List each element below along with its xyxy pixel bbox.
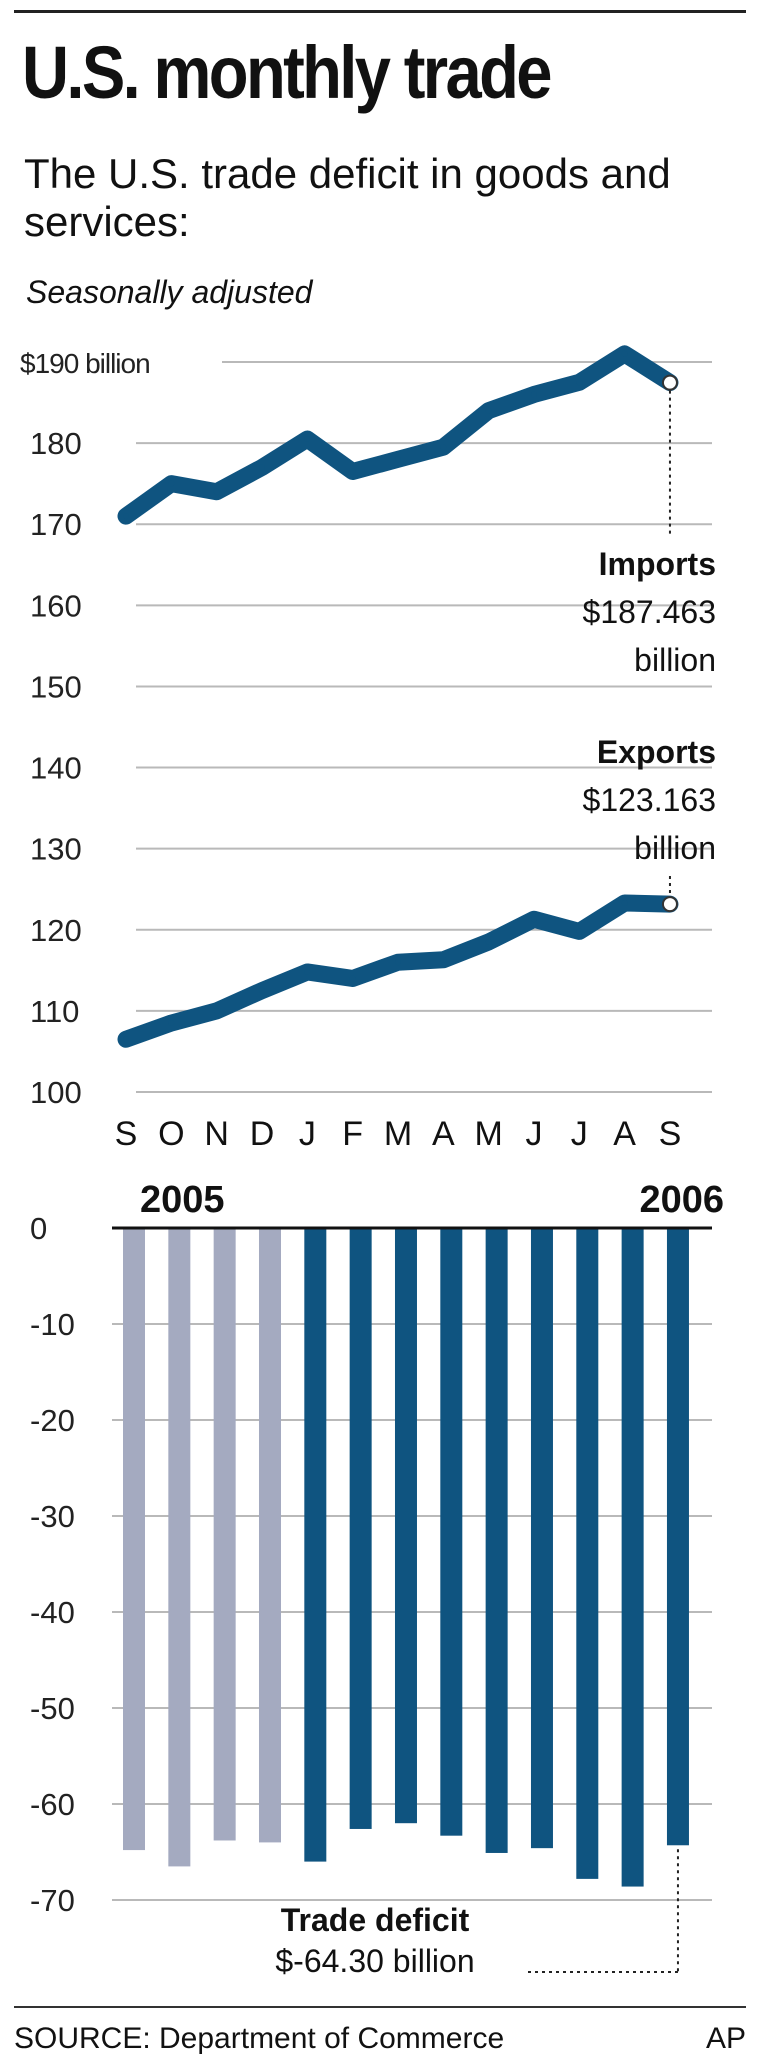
- line-point-exports: [530, 916, 537, 923]
- line-point-imports: [440, 444, 447, 451]
- line-point-imports: [621, 350, 628, 357]
- year-label-2005: 2005: [140, 1179, 225, 1221]
- month-tick-label: J: [299, 1115, 316, 1153]
- line-point-exports: [621, 900, 628, 907]
- deficit-bar: [258, 1228, 281, 1843]
- deficit-bar: [213, 1228, 236, 1841]
- line-point-exports: [123, 1036, 129, 1043]
- month-tick-label: A: [613, 1115, 636, 1153]
- line-point-exports: [394, 959, 401, 966]
- annotation-label: Imports: [599, 546, 716, 582]
- deficit-bar: [530, 1228, 553, 1849]
- deficit-bar: [394, 1228, 417, 1824]
- deficit-bar: [349, 1228, 372, 1829]
- deficit-bar: [123, 1228, 145, 1851]
- annotation-value: $123.163: [583, 782, 716, 818]
- deficit-bar: [576, 1228, 599, 1879]
- line-y-tick-label: 170: [30, 507, 82, 542]
- line-point-imports: [530, 391, 537, 398]
- chart-title: U.S. monthly trade: [22, 31, 552, 114]
- month-tick-label: N: [204, 1115, 229, 1153]
- line-point-imports: [304, 436, 311, 443]
- line-y-tick-label: 130: [30, 832, 82, 867]
- month-tick-label: A: [432, 1115, 455, 1153]
- bar-y-tick-label: -60: [30, 1787, 75, 1822]
- month-tick-label: M: [474, 1115, 502, 1153]
- month-tick-label: J: [525, 1115, 542, 1153]
- line-y-tick-label: 100: [30, 1075, 82, 1110]
- line-y-tick-label: $190 billion: [20, 348, 150, 379]
- line-point-exports: [304, 968, 311, 975]
- deficit-annotation-value: $-64.30 billion: [275, 1943, 474, 1979]
- month-tick-label: M: [384, 1115, 412, 1153]
- line-point-imports: [485, 407, 492, 414]
- line-point-imports: [213, 488, 220, 495]
- month-tick-label: S: [659, 1115, 682, 1153]
- agency-credit: AP: [705, 2022, 746, 2055]
- line-point-exports: [213, 1007, 220, 1014]
- line-y-tick-label: 110: [30, 994, 79, 1029]
- top-rule: [14, 10, 746, 13]
- annotation-value: $187.463: [583, 594, 716, 630]
- month-tick-label: J: [571, 1115, 588, 1153]
- trade-charts: $190 billion 180 170 160 150 140 130 120 110 100 S…: [20, 345, 724, 1979]
- bar-y-tick-label: -10: [30, 1307, 75, 1342]
- line-point-imports: [661, 374, 678, 391]
- month-tick-label: F: [342, 1115, 363, 1153]
- line-point-exports: [440, 956, 447, 963]
- line-point-imports: [394, 456, 401, 463]
- seasonal-note: Seasonally adjusted: [26, 274, 313, 310]
- deficit-bar: [304, 1228, 327, 1862]
- deficit-bar: [440, 1228, 463, 1836]
- deficit-bar: [666, 1228, 689, 1846]
- bar-y-tick-label: 0: [30, 1211, 47, 1246]
- bar-y-tick-label: -30: [30, 1499, 75, 1534]
- deficit-bar: [621, 1228, 644, 1887]
- line-y-tick-label: 160: [30, 588, 82, 623]
- bottom-rule: [14, 2006, 746, 2008]
- line-point-exports: [576, 928, 583, 935]
- bar-y-tick-label: -50: [30, 1691, 75, 1726]
- deficit-bar: [485, 1228, 508, 1853]
- line-point-exports: [485, 938, 492, 945]
- month-tick-label: S: [115, 1115, 138, 1153]
- line-point-imports: [168, 480, 175, 487]
- month-tick-label: O: [158, 1115, 184, 1153]
- line-y-tick-label: 180: [30, 426, 82, 461]
- line-point-exports: [258, 987, 265, 994]
- bar-y-tick-label: -40: [30, 1595, 75, 1630]
- deficit-annotation-label: Trade deficit: [281, 1902, 470, 1938]
- line-series-exports: [117, 894, 679, 1048]
- line-y-tick-label: 120: [30, 913, 82, 948]
- line-point-imports: [576, 379, 583, 386]
- chart-subtitle: The U.S. trade deficit in goods and serv…: [24, 150, 671, 245]
- bar-y-tick-label: -70: [30, 1883, 75, 1918]
- month-tick-label: D: [250, 1115, 275, 1153]
- line-y-tick-label: 150: [30, 669, 82, 704]
- line-point-imports: [258, 464, 265, 471]
- deficit-bar: [168, 1228, 191, 1867]
- annotation-label: Exports: [597, 734, 716, 770]
- annotation-unit: billion: [634, 642, 716, 678]
- year-label-2006: 2006: [639, 1179, 724, 1221]
- line-point-exports: [661, 896, 678, 913]
- line-point-exports: [349, 975, 356, 982]
- line-point-exports: [168, 1020, 175, 1027]
- line-point-imports: [349, 468, 356, 475]
- line-point-imports: [123, 513, 129, 520]
- bar-y-tick-label: -20: [30, 1403, 75, 1438]
- line-series-imports: [117, 345, 679, 525]
- source-credit: SOURCE: Department of Commerce: [14, 2022, 505, 2055]
- line-y-tick-label: 140: [30, 751, 82, 786]
- annotation-unit: billion: [634, 830, 716, 866]
